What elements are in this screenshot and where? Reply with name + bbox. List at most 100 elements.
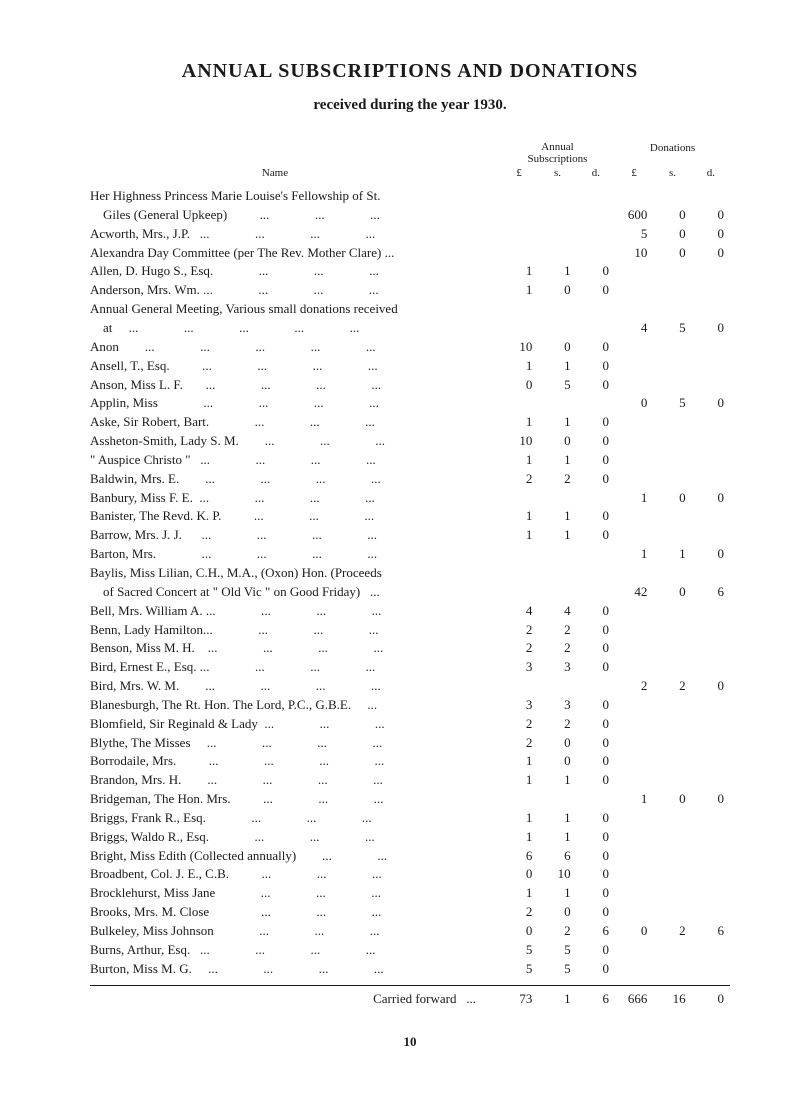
money-units-donations: £ s. d. [615,167,730,179]
row-label: Acworth, Mrs., J.P. ... ... ... ... [90,225,500,244]
row-subscription-amount: 550 [500,941,615,960]
row-donation-amount: 1000 [615,244,730,263]
row-subscription-amount: 050 [500,376,615,395]
sub-headers: Name £ s. d. £ s. d. [90,167,730,179]
row-subscription-amount: 220 [500,715,615,734]
table-row: Anon ... ... ... ... ...1000 [90,338,730,357]
row-subscription-amount: 0100 [500,865,615,884]
row-label: Banbury, Miss F. E. ... ... ... ... [90,489,500,508]
column-headers: Annual Subscriptions Donations [90,142,730,165]
row-label: Baylis, Miss Lilian, C.H., M.A., (Oxon) … [90,564,500,583]
row-label: Brocklehurst, Miss Jane ... ... ... [90,884,500,903]
table-row: Banister, The Revd. K. P. ... ... ...110 [90,507,730,526]
row-label: Bridgeman, The Hon. Mrs. ... ... ... [90,790,500,809]
row-subscription-amount: 110 [500,771,615,790]
row-label: Her Highness Princess Marie Louise's Fel… [90,187,500,206]
carried-forward-label: Carried forward ... [90,990,500,1009]
row-donation-amount: 100 [615,489,730,508]
carried-forward-row: Carried forward ... 73 1 6 666 16 0 [90,985,730,1009]
row-subscription-amount: 200 [500,734,615,753]
row-subscription-amount: 440 [500,602,615,621]
page-title: ANNUAL SUBSCRIPTIONS AND DONATIONS [90,60,730,83]
table-row: Bulkeley, Miss Johnson ... ... ...026026 [90,922,730,941]
row-subscription-amount: 550 [500,960,615,979]
row-label: Banister, The Revd. K. P. ... ... ... [90,507,500,526]
table-row: Anderson, Mrs. Wm. ... ... ... ...100 [90,281,730,300]
table-row: Banbury, Miss F. E. ... ... ... ... 100 [90,489,730,508]
row-subscription-amount: 330 [500,658,615,677]
table-row: Briggs, Waldo R., Esq. ... ... ...110 [90,828,730,847]
row-label: Broadbent, Col. J. E., C.B. ... ... ... [90,865,500,884]
table-row: Blomfield, Sir Reginald & Lady ... ... .… [90,715,730,734]
table-row: Barrow, Mrs. J. J. ... ... ... ...110 [90,526,730,545]
table-row: Baylis, Miss Lilian, C.H., M.A., (Oxon) … [90,564,730,583]
row-subscription-amount: 1000 [500,432,615,451]
table-row: Anson, Miss L. F. ... ... ... ...050 [90,376,730,395]
row-label: Blanesburgh, The Rt. Hon. The Lord, P.C.… [90,696,500,715]
row-label: Applin, Miss ... ... ... ... [90,394,500,413]
row-donation-amount: 60000 [615,206,730,225]
row-subscription-amount: 026 [500,922,615,941]
header-name: Name [90,167,500,179]
table-row: Aske, Sir Robert, Bart. ... ... ...110 [90,413,730,432]
row-subscription-amount: 660 [500,847,615,866]
row-label: Burton, Miss M. G. ... ... ... ... [90,960,500,979]
row-label: Baldwin, Mrs. E. ... ... ... ... [90,470,500,489]
row-label: Benn, Lady Hamilton... ... ... ... [90,621,500,640]
row-donation-amount: 100 [615,790,730,809]
row-subscription-amount: 110 [500,262,615,281]
row-donation-amount: 450 [615,319,730,338]
table-row: Borrodaile, Mrs. ... ... ... ...100 [90,752,730,771]
row-label: Bulkeley, Miss Johnson ... ... ... [90,922,500,941]
row-label: Bell, Mrs. William A. ... ... ... ... [90,602,500,621]
table-row: Bird, Mrs. W. M. ... ... ... ...220 [90,677,730,696]
table-row: Burns, Arthur, Esq. ... ... ... ...550 [90,941,730,960]
table-row: Brocklehurst, Miss Jane ... ... ...110 [90,884,730,903]
row-donation-amount: 050 [615,394,730,413]
row-subscription-amount: 200 [500,903,615,922]
table-row: Blythe, The Misses ... ... ... ...200 [90,734,730,753]
table-row: Briggs, Frank R., Esq. ... ... ...110 [90,809,730,828]
row-subscription-amount: 110 [500,884,615,903]
row-label: Assheton-Smith, Lady S. M. ... ... ... [90,432,500,451]
row-subscription-amount: 220 [500,621,615,640]
row-label: Briggs, Frank R., Esq. ... ... ... [90,809,500,828]
table-row: Blanesburgh, The Rt. Hon. The Lord, P.C.… [90,696,730,715]
row-subscription-amount: 110 [500,357,615,376]
row-label: Brooks, Mrs. M. Close ... ... ... [90,903,500,922]
row-label: Barrow, Mrs. J. J. ... ... ... ... [90,526,500,545]
table-row: Bright, Miss Edith (Collected annually) … [90,847,730,866]
row-label: Anon ... ... ... ... ... [90,338,500,357]
row-donation-amount: 220 [615,677,730,696]
table-row: Her Highness Princess Marie Louise's Fel… [90,187,730,206]
table-row: Alexandra Day Committee (per The Rev. Mo… [90,244,730,263]
row-label: at ... ... ... ... ... [90,319,500,338]
table-row: Benn, Lady Hamilton... ... ... ...220 [90,621,730,640]
table-row: Burton, Miss M. G. ... ... ... ...550 [90,960,730,979]
row-label: Bright, Miss Edith (Collected annually) … [90,847,500,866]
table-row: Brandon, Mrs. H. ... ... ... ...110 [90,771,730,790]
row-subscription-amount: 1000 [500,338,615,357]
page-number: 10 [90,1034,730,1050]
table-row: Annual General Meeting, Various small do… [90,300,730,319]
row-donation-amount: 110 [615,545,730,564]
table-row: of Sacred Concert at " Old Vic " on Good… [90,583,730,602]
carried-forward-sub: 73 1 6 [500,990,615,1009]
table-row: Benson, Miss M. H. ... ... ... ...220 [90,639,730,658]
row-subscription-amount: 110 [500,828,615,847]
row-donation-amount: 500 [615,225,730,244]
row-label: Bird, Ernest E., Esq. ... ... ... ... [90,658,500,677]
row-subscription-amount: 110 [500,809,615,828]
table-row: Ansell, T., Esq. ... ... ... ...110 [90,357,730,376]
header-donations: Donations [615,142,730,165]
row-label: Blythe, The Misses ... ... ... ... [90,734,500,753]
table-row: Bell, Mrs. William A. ... ... ... ...440 [90,602,730,621]
row-label: Burns, Arthur, Esq. ... ... ... ... [90,941,500,960]
row-label: Alexandra Day Committee (per The Rev. Mo… [90,244,500,263]
row-label: Benson, Miss M. H. ... ... ... ... [90,639,500,658]
row-donation-amount: 026 [615,922,730,941]
subscription-rows: Her Highness Princess Marie Louise's Fel… [90,187,730,978]
row-label: Allen, D. Hugo S., Esq. ... ... ... [90,262,500,281]
row-label: Brandon, Mrs. H. ... ... ... ... [90,771,500,790]
row-subscription-amount: 220 [500,639,615,658]
